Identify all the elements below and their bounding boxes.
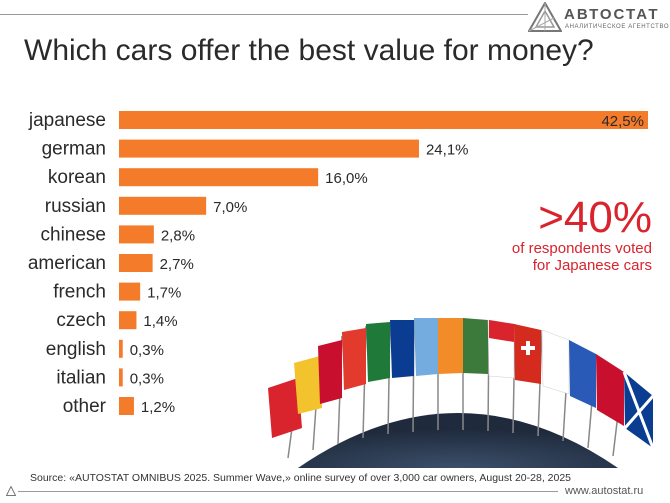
bar-russian (119, 196, 207, 215)
bar-korean (119, 168, 319, 187)
bar-english (119, 339, 123, 358)
value-label-german: 24,1% (426, 142, 469, 159)
value-label-american: 2,7% (160, 256, 194, 273)
category-label-german: german (42, 139, 106, 160)
value-label-korean: 16,0% (325, 170, 368, 187)
flags-illustration (268, 318, 655, 468)
value-label-italian: 0,3% (130, 370, 164, 387)
category-label-russian: russian (45, 196, 106, 217)
callout-line-1: of respondents voted (511, 240, 652, 257)
website-url[interactable]: www.autostat.ru (565, 485, 644, 497)
value-label-french: 1,7% (147, 285, 181, 302)
category-label-american: american (28, 253, 106, 274)
logo-mark-icon (528, 2, 562, 32)
category-label-chinese: chinese (41, 224, 107, 245)
bottom-divider (18, 491, 558, 492)
callout-percentage: >40% (538, 193, 652, 242)
callout: >40% of respondents voted for Japanese c… (511, 193, 652, 275)
category-label-czech: czech (56, 310, 106, 331)
bar-japanese (119, 111, 648, 129)
value-label-english: 0,3% (130, 342, 164, 359)
logo-name: АВТОСТАТ (564, 6, 660, 23)
value-label-czech: 1,4% (143, 313, 177, 330)
value-label-other: 1,2% (141, 399, 175, 416)
category-label-korean: korean (48, 167, 106, 188)
callout-line-2: for Japanese cars (532, 257, 652, 274)
source-note: Source: «AUTOSTAT OMNIBUS 2025. Summer W… (30, 472, 572, 484)
category-label-japanese: japanese (28, 110, 106, 131)
bar-italian (119, 368, 123, 387)
autostat-logo: АВТОСТАТ АНАЛИТИЧЕСКОЕ АГЕНТСТВО (528, 0, 670, 36)
bar-german (119, 139, 419, 158)
bar-chinese (119, 225, 154, 244)
bar-czech (119, 311, 137, 330)
chart-title: Which cars offer the best value for mone… (24, 34, 594, 67)
bar-american (119, 254, 153, 272)
value-label-russian: 7,0% (213, 199, 247, 216)
logo-subtitle: АНАЛИТИЧЕСКОЕ АГЕНТСТВО (565, 24, 670, 30)
category-label-english: english (46, 339, 106, 360)
category-label-other: other (63, 396, 107, 417)
value-label-chinese: 2,8% (161, 227, 195, 244)
bar-french (119, 282, 141, 301)
top-divider (0, 14, 528, 15)
bar-other (119, 397, 134, 415)
category-label-italian: italian (56, 367, 106, 388)
category-label-french: french (53, 282, 106, 303)
logo-small-icon (6, 486, 16, 496)
value-label-japanese: 42,5% (601, 113, 644, 130)
